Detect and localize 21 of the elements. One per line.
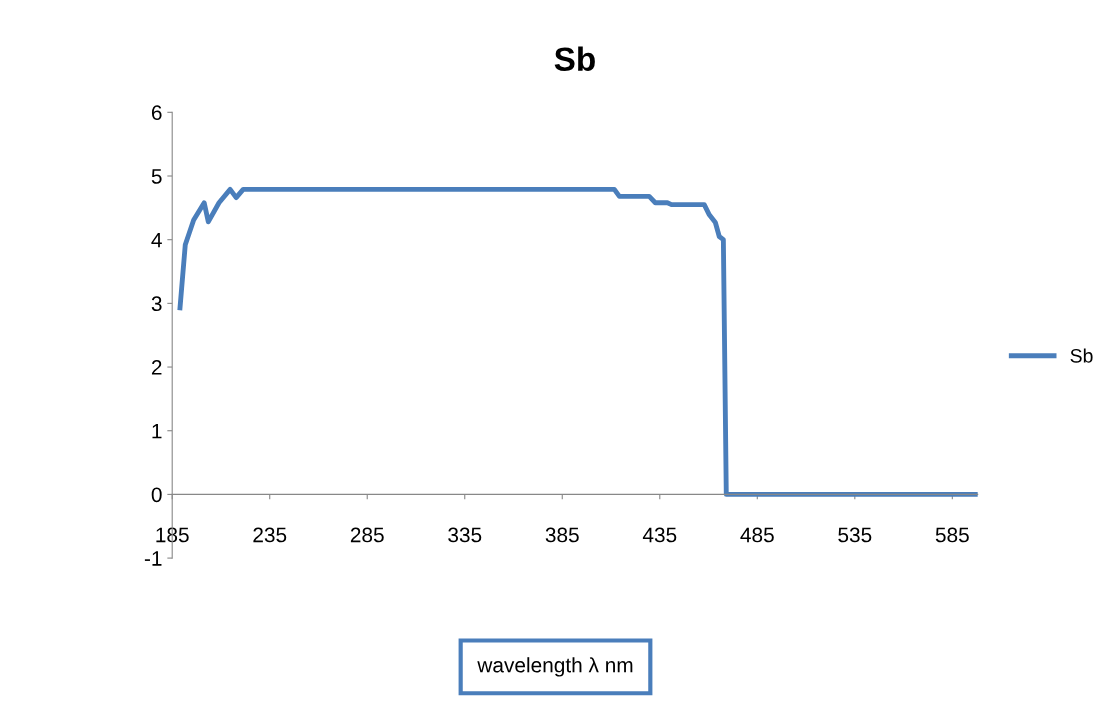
x-tick-label: 435 [642,527,677,543]
x-tick-label: 235 [253,527,287,543]
x-tick-label: 385 [545,527,579,543]
y-tick-label: 4 [151,232,162,248]
x-axis-title: wavelength λ nm [477,657,633,677]
x-tick-label: 485 [740,527,774,543]
chart-title: Sb [554,46,595,71]
y-tick-label: 5 [151,169,162,184]
y-tick-label: 3 [151,296,162,312]
x-tick-label: 335 [448,527,482,543]
line-series [177,186,978,497]
x-tick-label: 535 [838,527,872,543]
y-tick-label: 2 [151,360,162,375]
y-tick-label: 0 [151,487,162,503]
x-tick-label: 585 [935,527,969,543]
y-tick-label: 6 [151,105,162,121]
y-tick-label: 1 [152,423,162,439]
legend-label: Sb [1070,348,1093,363]
x-tick-label: 185 [156,527,189,543]
x-tick-label: 285 [350,527,384,543]
y-tick-label: -1 [144,551,162,566]
